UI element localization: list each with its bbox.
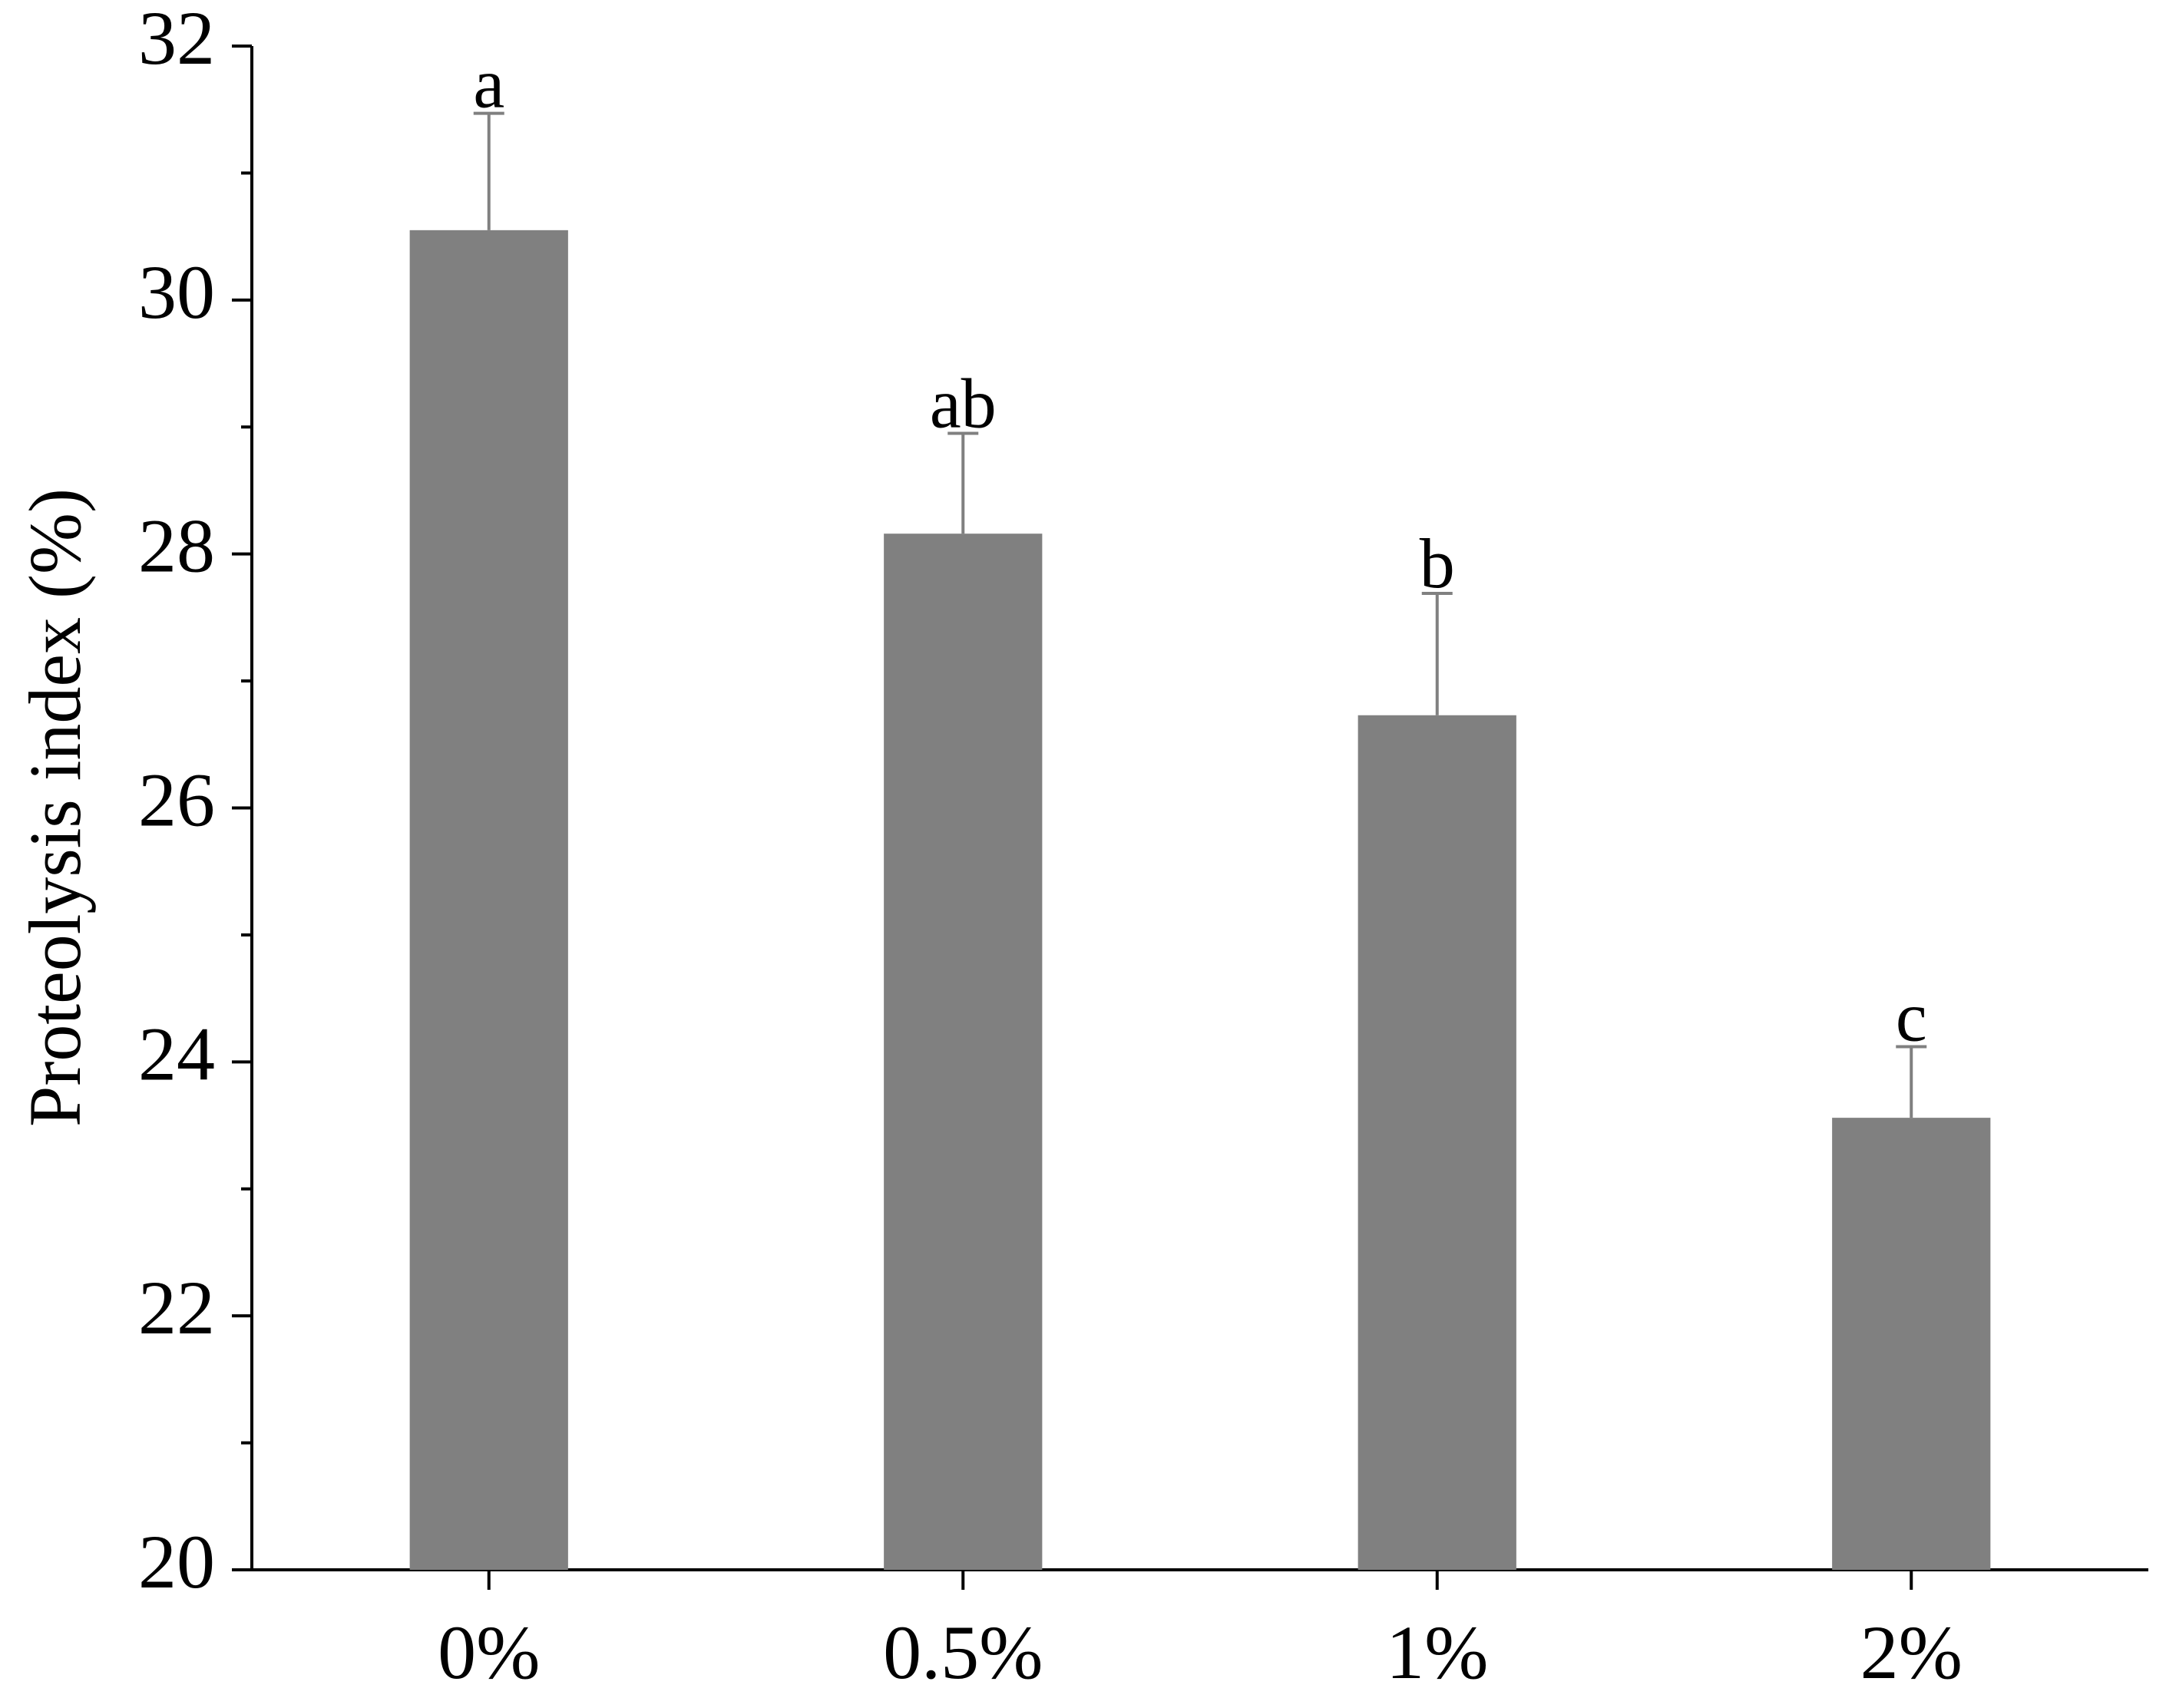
y-tick-label: 22 — [138, 1265, 215, 1350]
y-tick-label: 24 — [138, 1011, 215, 1096]
y-tick-label: 26 — [138, 757, 215, 842]
bar — [1832, 1118, 1991, 1570]
x-tick-label: 0.5% — [883, 1610, 1043, 1695]
x-tick-label: 1% — [1386, 1610, 1488, 1695]
significance-letter: a — [473, 45, 504, 123]
y-axis-label: Proteolysis index (%) — [14, 488, 96, 1127]
bar — [409, 230, 568, 1571]
y-tick-label: 30 — [138, 249, 215, 335]
significance-letter: c — [1896, 977, 1927, 1056]
significance-letter: ab — [930, 365, 997, 443]
x-tick-label: 2% — [1860, 1610, 1963, 1695]
y-tick-label: 28 — [138, 504, 215, 589]
bar — [884, 534, 1043, 1571]
y-tick-label: 32 — [138, 0, 215, 81]
bar — [1357, 715, 1516, 1570]
y-tick-label: 20 — [138, 1519, 215, 1604]
x-tick-label: 0% — [438, 1610, 540, 1695]
significance-letter: b — [1420, 524, 1455, 603]
